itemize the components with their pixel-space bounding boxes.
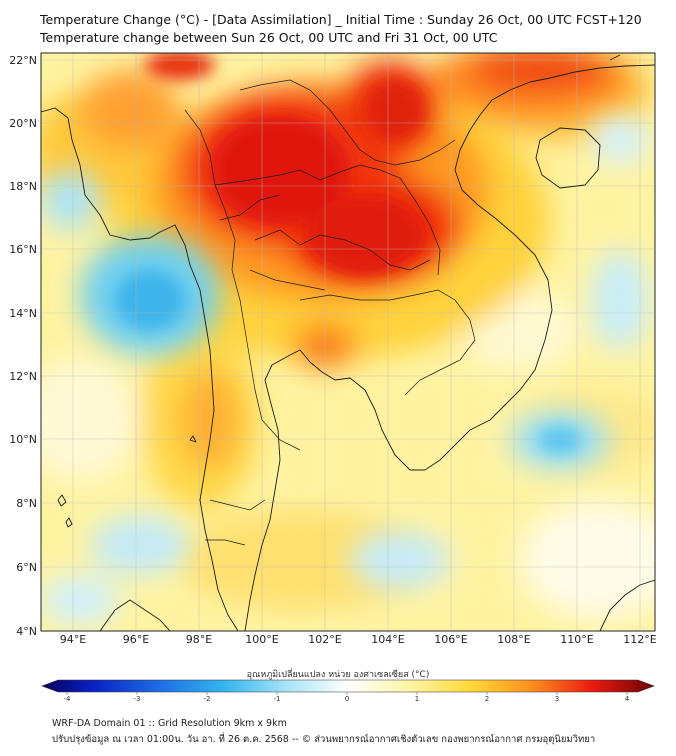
temperature-field bbox=[41, 53, 655, 631]
map-frame bbox=[40, 52, 656, 632]
colorbar-tick-label: 2 bbox=[485, 695, 489, 703]
lon-label: 96°E bbox=[123, 633, 149, 646]
lon-label: 100°E bbox=[245, 633, 278, 646]
lon-label: 106°E bbox=[434, 633, 467, 646]
colorbar: -4 -3 -2 -1 0 1 2 3 4 bbox=[41, 679, 655, 703]
footer-credit: ปรับปรุงข้อมูล ณ เวลา 01:00น. วัน อา. ที… bbox=[52, 734, 596, 745]
colorbar-title: อุณหภูมิเปลี่ยนแปลง หน่วย องศาเซลเซียส (… bbox=[246, 670, 430, 680]
lat-label: 18°N bbox=[9, 180, 37, 193]
lon-label: 104°E bbox=[371, 633, 404, 646]
colorbar-tick-label: -1 bbox=[274, 695, 281, 703]
lon-label: 110°E bbox=[560, 633, 593, 646]
colorbar-tick-label: 4 bbox=[625, 695, 630, 703]
colorbar-tick-label: -4 bbox=[64, 695, 72, 703]
lat-label: 20°N bbox=[9, 117, 37, 130]
lat-label: 4°N bbox=[16, 625, 37, 638]
lon-label: 94°E bbox=[60, 633, 86, 646]
coastlines bbox=[41, 54, 655, 631]
colorbar-tick-label: 3 bbox=[555, 695, 559, 703]
lat-label: 22°N bbox=[9, 54, 37, 67]
colorbar-tick-label: 1 bbox=[415, 695, 419, 703]
colorbar-tick-label: -3 bbox=[134, 695, 141, 703]
lat-label: 14°N bbox=[9, 307, 37, 320]
colorbar-ticks bbox=[66, 692, 628, 695]
lat-label: 6°N bbox=[16, 561, 37, 574]
chart-title: Temperature Change (°C) - [Data Assimila… bbox=[40, 12, 642, 27]
lat-label: 12°N bbox=[9, 370, 37, 383]
latitude-labels: 22°N 20°N 18°N 16°N 14°N 12°N 10°N 8°N 6… bbox=[9, 54, 37, 638]
colorbar-bar bbox=[41, 679, 655, 693]
lon-label: 112°E bbox=[623, 633, 656, 646]
chart-subtitle: Temperature change between Sun 26 Oct, 0… bbox=[40, 30, 498, 45]
longitude-labels: 94°E 96°E 98°E 100°E 102°E 104°E 106°E 1… bbox=[60, 633, 657, 646]
lon-label: 98°E bbox=[186, 633, 212, 646]
country-borders bbox=[184, 79, 476, 546]
footer-model-info: WRF-DA Domain 01 :: Grid Resolution 9km … bbox=[52, 718, 287, 729]
lat-label: 10°N bbox=[9, 433, 37, 446]
lon-label: 102°E bbox=[308, 633, 341, 646]
colorbar-tick-label: -2 bbox=[204, 695, 211, 703]
gridlines bbox=[41, 53, 655, 631]
lon-label: 108°E bbox=[497, 633, 530, 646]
colorbar-tick-label: 0 bbox=[345, 695, 349, 703]
lat-label: 8°N bbox=[16, 497, 37, 510]
lat-label: 16°N bbox=[9, 243, 37, 256]
